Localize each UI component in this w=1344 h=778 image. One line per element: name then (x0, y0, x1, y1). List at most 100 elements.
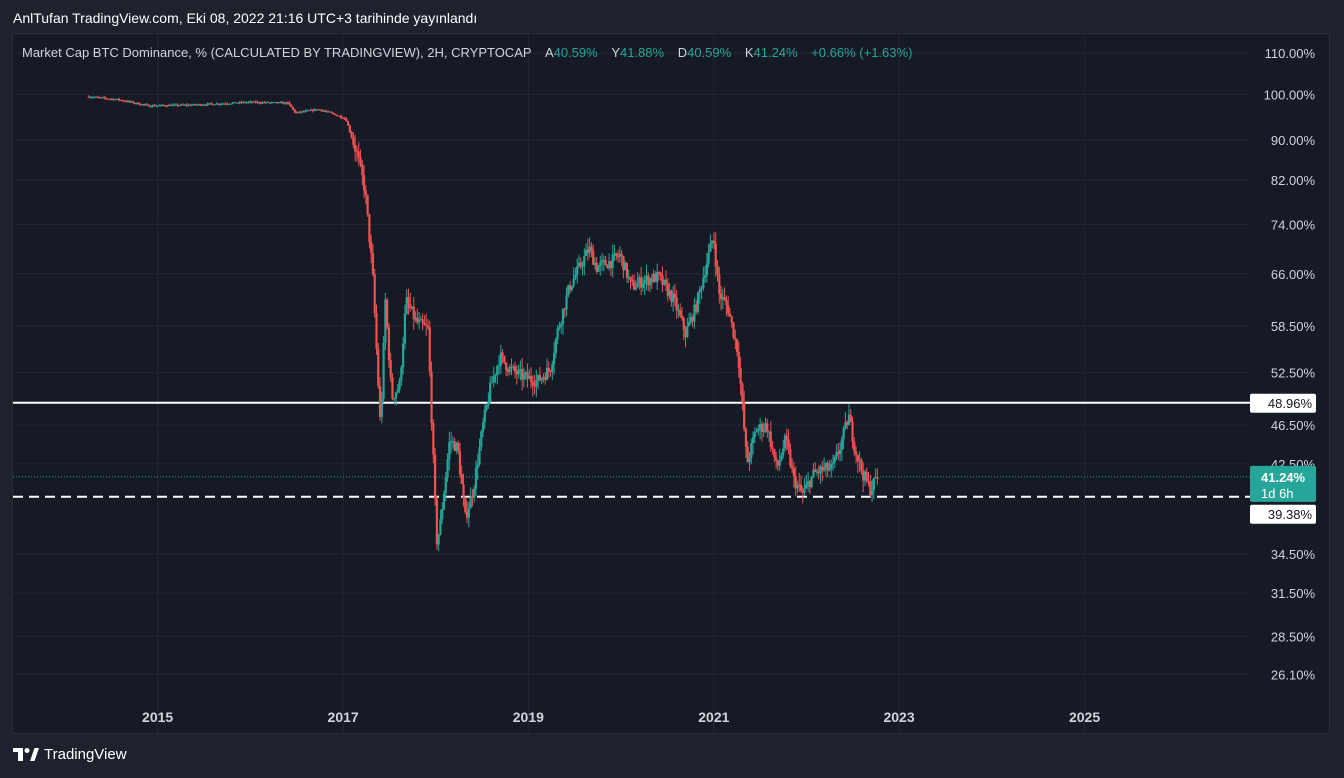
candle-body (236, 102, 240, 104)
candle-body (300, 111, 303, 113)
candle-body (252, 101, 256, 103)
candle-body (103, 97, 106, 99)
candle-body (114, 99, 117, 101)
candle-body (133, 103, 137, 105)
candle-body (830, 463, 833, 469)
candle-body (634, 287, 637, 290)
candle-body (796, 484, 799, 489)
candle-body (691, 316, 694, 322)
candle-body (648, 278, 652, 286)
candle-body (718, 274, 721, 294)
candle-body (672, 293, 675, 302)
candle-body (432, 423, 435, 455)
legend-close-label: K (744, 45, 754, 60)
candle-body (780, 455, 783, 461)
candle-body (261, 102, 264, 104)
candle-body (519, 369, 522, 371)
candle-body (316, 109, 319, 111)
candle-body (375, 313, 378, 349)
candle-body (423, 323, 426, 325)
candle-body (844, 421, 847, 429)
tradingview-brand[interactable]: TradingView (13, 746, 127, 763)
candle-body (700, 288, 703, 290)
x-tick-label: 2025 (1069, 709, 1100, 725)
candle-body (709, 242, 712, 252)
candle-body (231, 102, 234, 104)
y-tick-label: 66.00% (1271, 267, 1316, 282)
candle-body (528, 376, 531, 379)
candle-body (121, 100, 124, 102)
candle-body (540, 378, 543, 381)
candle-body (783, 435, 787, 449)
candle-body (98, 97, 101, 99)
chart-frame[interactable] (12, 33, 1330, 734)
candle-body (116, 98, 119, 100)
candle-body (457, 442, 460, 452)
candle-body (224, 103, 227, 105)
candle-body (206, 103, 209, 106)
candle-body (766, 423, 769, 433)
legend-symbol: Market Cap BTC Dominance, % (CALCULATED … (22, 45, 532, 60)
candle-body (377, 348, 380, 386)
candle-body (419, 319, 422, 321)
candle-body (547, 367, 550, 371)
candle-body (364, 190, 367, 195)
candle-body (682, 318, 685, 330)
candle-body (666, 283, 669, 297)
candle-body (492, 375, 495, 383)
candle-body (350, 132, 353, 138)
candle-body (490, 382, 494, 384)
candle-body (238, 101, 241, 103)
candle-body (217, 103, 220, 105)
candle-body (299, 111, 302, 113)
candle-body (730, 316, 733, 323)
candle-body (409, 304, 412, 309)
candle-body (107, 98, 110, 100)
candle-body (480, 431, 483, 447)
candle-body (153, 105, 156, 107)
x-tick-label: 2023 (883, 709, 914, 725)
candle-body (105, 98, 108, 100)
legend-open-value: 40.59% (553, 45, 598, 60)
candle-body (137, 102, 140, 105)
candle-body (853, 441, 856, 452)
candle-body (151, 105, 154, 107)
candle-body (412, 306, 415, 320)
candle-body (737, 351, 740, 368)
candle-body (702, 277, 705, 289)
candle-body (767, 431, 771, 433)
candle-body (476, 464, 479, 469)
candle-body (869, 481, 872, 496)
candle-body (531, 381, 534, 386)
candle-body (798, 484, 801, 486)
candle-body (695, 304, 698, 312)
candle-body (588, 246, 591, 253)
candle-body (595, 262, 598, 272)
candle-body (227, 103, 231, 105)
candle-body (712, 240, 716, 244)
level-label-box (1250, 393, 1316, 413)
candle-body (508, 366, 511, 373)
candle-body (148, 104, 151, 107)
candle-body (831, 462, 835, 464)
candle-body (322, 110, 325, 112)
candle-body (357, 151, 360, 158)
candle-body (267, 101, 270, 103)
candle-body (627, 276, 630, 278)
candle-body (352, 137, 355, 145)
candle-body (815, 471, 819, 473)
candle-body (849, 414, 852, 422)
candle-body (437, 534, 440, 545)
candle-body (277, 102, 280, 104)
candle-body (533, 385, 536, 387)
candle-body (570, 285, 573, 290)
candle-body (600, 260, 604, 263)
candle-body (165, 105, 168, 107)
candle-body (803, 488, 806, 493)
candle-body (657, 272, 661, 274)
candle-body (664, 279, 668, 284)
legend-change: +0.66% (+1.63%) (811, 45, 913, 60)
axes: 110.00% 100.00% 90.00% 82.00% 74.00% 66.00% 58… (142, 46, 1316, 725)
candle-body (663, 279, 666, 285)
